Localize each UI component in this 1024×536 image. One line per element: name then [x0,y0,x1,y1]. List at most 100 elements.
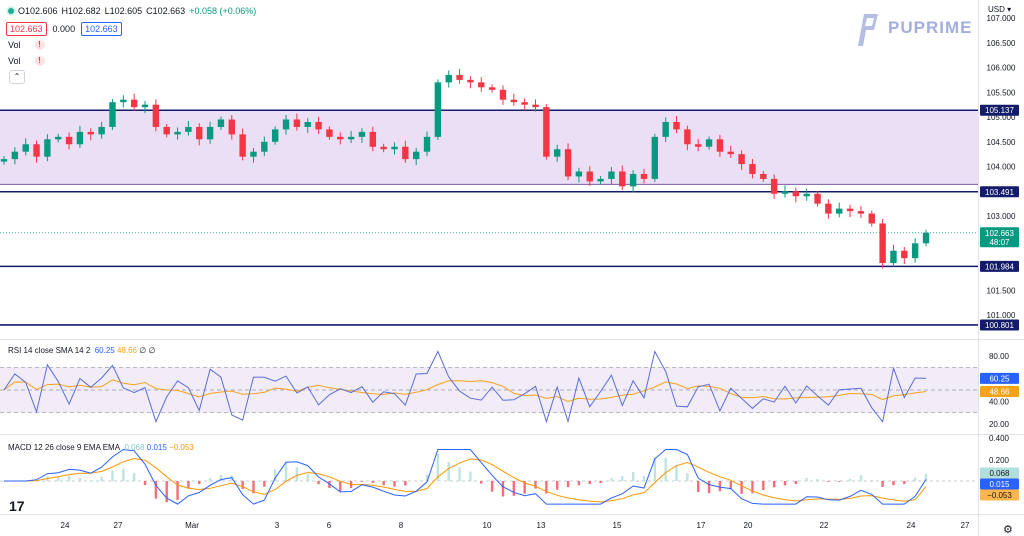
market-status-icon [8,8,14,14]
macd-histogram-bar [339,481,342,492]
time-tick-label: 15 [613,521,622,530]
candle-body [890,250,897,264]
macd-label-box [980,467,1019,479]
candle-body [651,136,659,179]
rsi-sma-line [3,379,927,403]
warning-icon[interactable]: ! [34,40,45,50]
macd-histogram-bar [751,481,754,494]
candle-body [65,136,73,145]
candle-body [141,104,149,108]
candle-body [803,193,810,197]
settings-icon[interactable]: ⚙ [1003,524,1013,536]
candle-body [87,131,94,135]
rsi-label-box [980,386,1019,398]
macd-histogram-bar [360,481,364,482]
macd-histogram-bar [794,481,798,485]
macd-histogram-bar [621,476,624,481]
candle-body [868,213,875,224]
time-tick-label: 24 [61,521,70,530]
time-tick-label: 20 [744,521,753,530]
candle-body [55,136,62,140]
currency-selector[interactable]: USD ▾ [988,5,1012,14]
candle-body [575,171,583,177]
volume-label: Vol [8,56,21,66]
rsi-line [3,350,927,424]
candle-body [293,119,301,127]
macd-histogram-bar [599,481,602,484]
macd-histogram-bar [371,481,374,483]
macd-histogram-bar [783,481,787,486]
macd-histogram-bar [263,481,266,487]
macd-tick-label: 0.200 [989,456,1010,465]
ohlc-legend: O102.606 H102.682 L102.605 C102.663 +0.0… [6,3,260,19]
candle-body [814,193,821,204]
low-value: L102.605 [104,6,143,16]
time-tick-label: 10 [483,521,492,530]
candle-body [586,171,593,182]
volume-label: Vol [8,40,21,50]
macd-signal-value: −0.053 [169,443,194,452]
candle-body [33,144,40,157]
rsi-tick-label: 40.00 [989,397,1010,406]
buy-button[interactable]: 102.663 [81,22,122,36]
macd-histogram-bar [675,464,678,481]
macd-histogram-bar [805,477,808,481]
change-value: +0.058 (+0.06%) [189,6,257,16]
rsi-title: RSI 14 close SMA 14 2 [8,346,91,355]
macd-line [4,448,927,505]
candle-body [564,149,572,177]
price-label-box [980,260,1019,272]
macd-histogram-bar [740,481,743,494]
price-tick-label: 104.500 [987,138,1016,147]
macd-hist-value: 0.068 [124,443,145,452]
puprime-logo: PUPRIME [852,8,972,48]
volume-indicator-2[interactable]: Vol! [8,56,45,66]
candle-body [98,126,105,135]
price-tick-label: 101.500 [987,286,1016,295]
macd-histogram-bar [219,474,223,481]
macd-histogram-bar [870,479,873,481]
horizontal-levels[interactable] [0,109,978,326]
macd-histogram-bar [718,481,722,492]
macd-label-box [980,478,1019,490]
candle-body [250,151,257,157]
price-axis[interactable]: 107.000 106.500 106.000 105.500 105.000 104.5… [980,14,1019,331]
macd-histogram-bar [317,481,320,485]
time-tick-label: 22 [820,521,829,530]
time-tick-label: 13 [537,521,546,530]
candle-body [478,82,485,88]
macd-tick-label: 0.400 [989,434,1010,443]
macd-histogram-bar [566,481,570,488]
macd-histogram-bar [653,457,657,481]
price-label-text: 102.663 [985,229,1014,238]
candle-body [640,173,648,179]
volume-indicator-1[interactable]: Vol! [8,40,45,50]
time-axis[interactable]: 24 27 Mar 3 6 8 10 13 15 17 20 22 24 27 [61,521,970,530]
macd-histogram-bar [816,479,819,481]
macd-histogram-bar [556,481,559,490]
macd-histogram-bar [414,480,418,482]
macd-histogram-bar [707,481,711,494]
macd-histogram-bar [490,481,494,492]
time-tick-label: 17 [697,521,706,530]
macd-histogram-bar [143,481,147,485]
warning-icon[interactable]: ! [34,56,45,66]
macd-label-text: 0.015 [989,480,1010,489]
macd-histogram-bar [469,471,472,481]
candle-body [304,121,311,127]
candle-body [749,164,756,174]
rsi-axis: 80.00 40.00 20.00 60.25 48.66 [980,352,1019,429]
macd-histogram-bar [772,481,776,488]
macd-legend: MACD 12 26 close 9 EMA EMA 0.068 0.015 −… [8,443,194,452]
candle-body [499,89,507,100]
logo-text: PUPRIME [888,18,973,37]
macd-histogram-bar [534,481,537,489]
collapse-legend-button[interactable]: ⌃ [9,70,25,84]
macd-histogram-bar [198,481,201,484]
candle-body [554,149,561,157]
candle-body [836,208,843,214]
candle-body [358,131,366,137]
sell-button[interactable]: 102.663 [6,22,47,36]
